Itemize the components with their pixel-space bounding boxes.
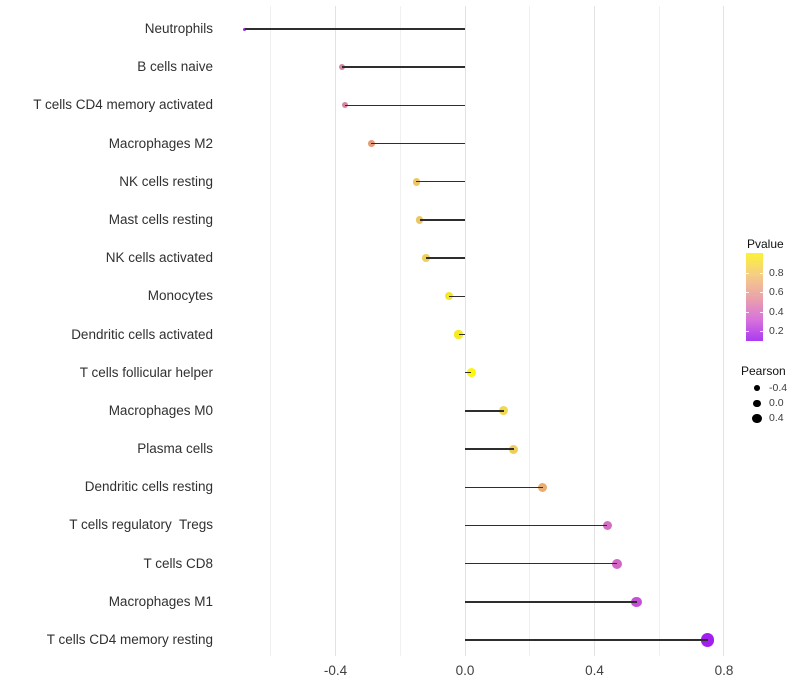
y-axis-label: T cells CD4 memory activated — [33, 97, 213, 113]
pearson-size-label: -0.4 — [769, 382, 788, 395]
minor-gridline — [270, 6, 272, 656]
pearson-size-label: 0.0 — [769, 397, 784, 410]
y-axis-label: T cells follicular helper — [79, 364, 213, 380]
minor-gridline — [529, 6, 531, 656]
lollipop-dot — [367, 140, 375, 147]
lollipop-dot — [509, 444, 519, 454]
major-gridline — [593, 6, 595, 656]
lollipop-segment — [465, 372, 472, 374]
lollipop-segment — [244, 28, 465, 30]
y-axis-label: Macrophages M1 — [108, 593, 213, 609]
pearson-size-label: 0.4 — [769, 412, 784, 425]
y-axis-label: NK cells resting — [119, 173, 213, 189]
colorbar-tick-mark — [760, 331, 763, 333]
lollipop-segment — [465, 562, 618, 565]
pearson-size-dot — [753, 399, 761, 407]
major-gridline — [464, 6, 466, 656]
lollipop-segment — [465, 448, 514, 450]
y-axis-label: Macrophages M2 — [108, 135, 213, 151]
y-axis-label: NK cells activated — [105, 250, 213, 266]
y-axis-label: Neutrophils — [144, 21, 213, 36]
colorbar-tick-mark — [746, 292, 749, 294]
major-gridline — [723, 6, 725, 656]
colorbar-tick-mark — [746, 272, 749, 274]
lollipop-segment — [426, 257, 465, 259]
colorbar-tick-mark — [760, 292, 763, 294]
lollipop-segment — [419, 219, 465, 221]
pvalue-tick-label: 0.6 — [769, 286, 784, 299]
lollipop-segment — [341, 66, 465, 68]
y-axis-label: B cells naive — [137, 59, 213, 75]
y-axis-label: Macrophages M0 — [108, 402, 213, 418]
x-tick-label: 0.0 — [455, 663, 475, 678]
x-tick-label: 0.4 — [585, 663, 604, 678]
lollipop-segment — [465, 639, 708, 641]
colorbar-tick-mark — [746, 331, 749, 333]
y-axis-label: T cells regulatory Tregs — [69, 517, 213, 533]
lollipop-segment — [371, 142, 465, 145]
pearson-size-dot — [752, 413, 762, 423]
major-gridline — [335, 6, 337, 656]
lollipop-segment — [416, 181, 465, 183]
y-axis-label: Monocytes — [147, 288, 213, 304]
lollipop-segment — [465, 524, 608, 527]
colorbar-tick-mark — [760, 311, 763, 313]
lollipop-dot — [631, 596, 642, 608]
y-axis-label: Dendritic cells activated — [71, 326, 213, 342]
pvalue-legend-title: Pvalue — [747, 237, 784, 251]
x-tick-label: -0.4 — [323, 663, 348, 678]
pearson-legend-title: Pearson — [741, 364, 786, 378]
pvalue-colorbar — [746, 253, 763, 341]
x-tick-label: 0.8 — [714, 663, 734, 678]
y-axis-label: Plasma cells — [137, 441, 213, 457]
colorbar-tick-mark — [760, 272, 763, 274]
pvalue-tick-label: 0.8 — [769, 266, 784, 279]
minor-gridline — [658, 6, 660, 656]
lollipop-segment — [465, 410, 504, 412]
lollipop-segment — [465, 486, 543, 488]
lollipop-segment — [345, 104, 465, 107]
colorbar-tick-mark — [746, 311, 749, 313]
y-axis-label: T cells CD4 memory resting — [46, 632, 213, 648]
lollipop-segment — [458, 333, 465, 336]
lollipop-segment — [448, 295, 465, 298]
y-axis-label: T cells CD8 — [143, 555, 213, 571]
pvalue-tick-label: 0.4 — [769, 305, 784, 318]
y-axis-label: Mast cells resting — [108, 211, 213, 227]
minor-gridline — [399, 6, 401, 656]
lollipop-segment — [465, 601, 637, 603]
pvalue-tick-label: 0.2 — [769, 325, 784, 338]
pearson-size-dot — [754, 385, 760, 392]
lollipop-dot — [467, 368, 476, 377]
y-axis-label: Dendritic cells resting — [84, 479, 213, 495]
lollipop-dot — [612, 558, 623, 569]
